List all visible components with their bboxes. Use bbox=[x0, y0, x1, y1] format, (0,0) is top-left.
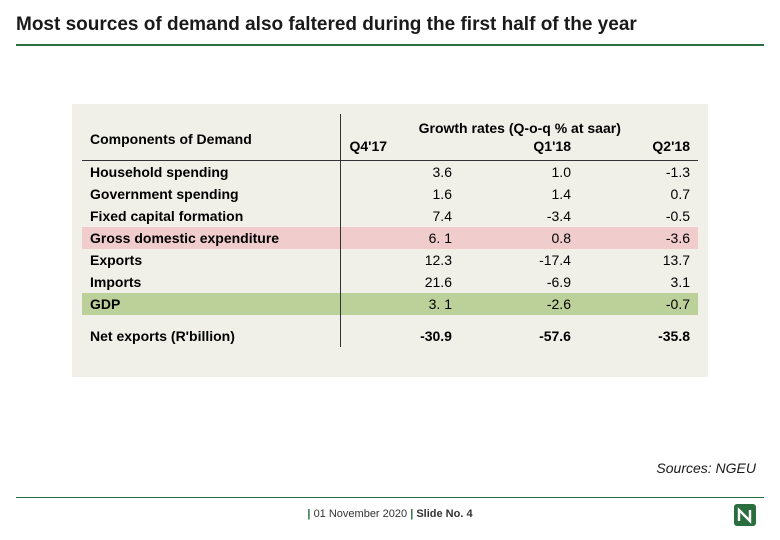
row-value: 1.6 bbox=[341, 183, 460, 205]
row-value: -3.6 bbox=[579, 227, 698, 249]
table-row: Gross domestic expenditure6. 10.8-3.6 bbox=[82, 227, 698, 249]
row-value: -2.6 bbox=[460, 293, 579, 315]
table-header-label: Components of Demand bbox=[82, 114, 341, 161]
row-label: Household spending bbox=[82, 161, 341, 184]
table-col-2: Q2'18 bbox=[579, 138, 698, 161]
row-value: -57.6 bbox=[460, 325, 579, 347]
row-value: 7.4 bbox=[341, 205, 460, 227]
footer-date: 01 November 2020 bbox=[314, 508, 408, 520]
row-value: 0.7 bbox=[579, 183, 698, 205]
footer-divider bbox=[16, 497, 764, 498]
table-row: Exports12.3-17.413.7 bbox=[82, 249, 698, 271]
footer-slide-no: Slide No. 4 bbox=[416, 508, 472, 520]
table-row: Imports21.6-6.93.1 bbox=[82, 271, 698, 293]
row-label: Fixed capital formation bbox=[82, 205, 341, 227]
demand-table: Components of Demand Growth rates (Q-o-q… bbox=[82, 114, 698, 347]
table-row: GDP3. 1-2.6-0.7 bbox=[82, 293, 698, 315]
brand-logo-icon bbox=[734, 504, 756, 526]
row-value: -3.4 bbox=[460, 205, 579, 227]
row-value: -0.5 bbox=[579, 205, 698, 227]
row-label: Imports bbox=[82, 271, 341, 293]
table-col-1: Q1'18 bbox=[460, 138, 579, 161]
row-value: 21.6 bbox=[341, 271, 460, 293]
row-label: Net exports (R'billion) bbox=[82, 325, 341, 347]
row-value: -1.3 bbox=[579, 161, 698, 184]
row-value: 0.8 bbox=[460, 227, 579, 249]
row-value: 1.0 bbox=[460, 161, 579, 184]
sources-label: Sources: NGEU bbox=[656, 460, 756, 476]
row-value: 6. 1 bbox=[341, 227, 460, 249]
demand-table-container: Components of Demand Growth rates (Q-o-q… bbox=[72, 104, 708, 377]
row-value: -17.4 bbox=[460, 249, 579, 271]
row-value: -6.9 bbox=[460, 271, 579, 293]
footer-text: | 01 November 2020 | Slide No. 4 bbox=[0, 508, 780, 520]
table-row: Net exports (R'billion)-30.9-57.6-35.8 bbox=[82, 325, 698, 347]
row-label: Exports bbox=[82, 249, 341, 271]
row-value: -30.9 bbox=[341, 325, 460, 347]
table-row: Fixed capital formation7.4-3.4-0.5 bbox=[82, 205, 698, 227]
row-value: 3.1 bbox=[579, 271, 698, 293]
row-value: -0.7 bbox=[579, 293, 698, 315]
row-value: 1.4 bbox=[460, 183, 579, 205]
row-label: Gross domestic expenditure bbox=[82, 227, 341, 249]
row-value: 3. 1 bbox=[341, 293, 460, 315]
row-value: 13.7 bbox=[579, 249, 698, 271]
row-value: 3.6 bbox=[341, 161, 460, 184]
title-divider bbox=[16, 44, 764, 46]
page-title: Most sources of demand also faltered dur… bbox=[16, 14, 764, 44]
row-label: Government spending bbox=[82, 183, 341, 205]
table-row: Household spending3.61.0-1.3 bbox=[82, 161, 698, 184]
row-value: -35.8 bbox=[579, 325, 698, 347]
table-header-super: Growth rates (Q-o-q % at saar) bbox=[341, 114, 698, 138]
row-label: GDP bbox=[82, 293, 341, 315]
table-col-0: Q4'17 bbox=[341, 138, 460, 161]
table-row: Government spending1.61.40.7 bbox=[82, 183, 698, 205]
row-value: 12.3 bbox=[341, 249, 460, 271]
